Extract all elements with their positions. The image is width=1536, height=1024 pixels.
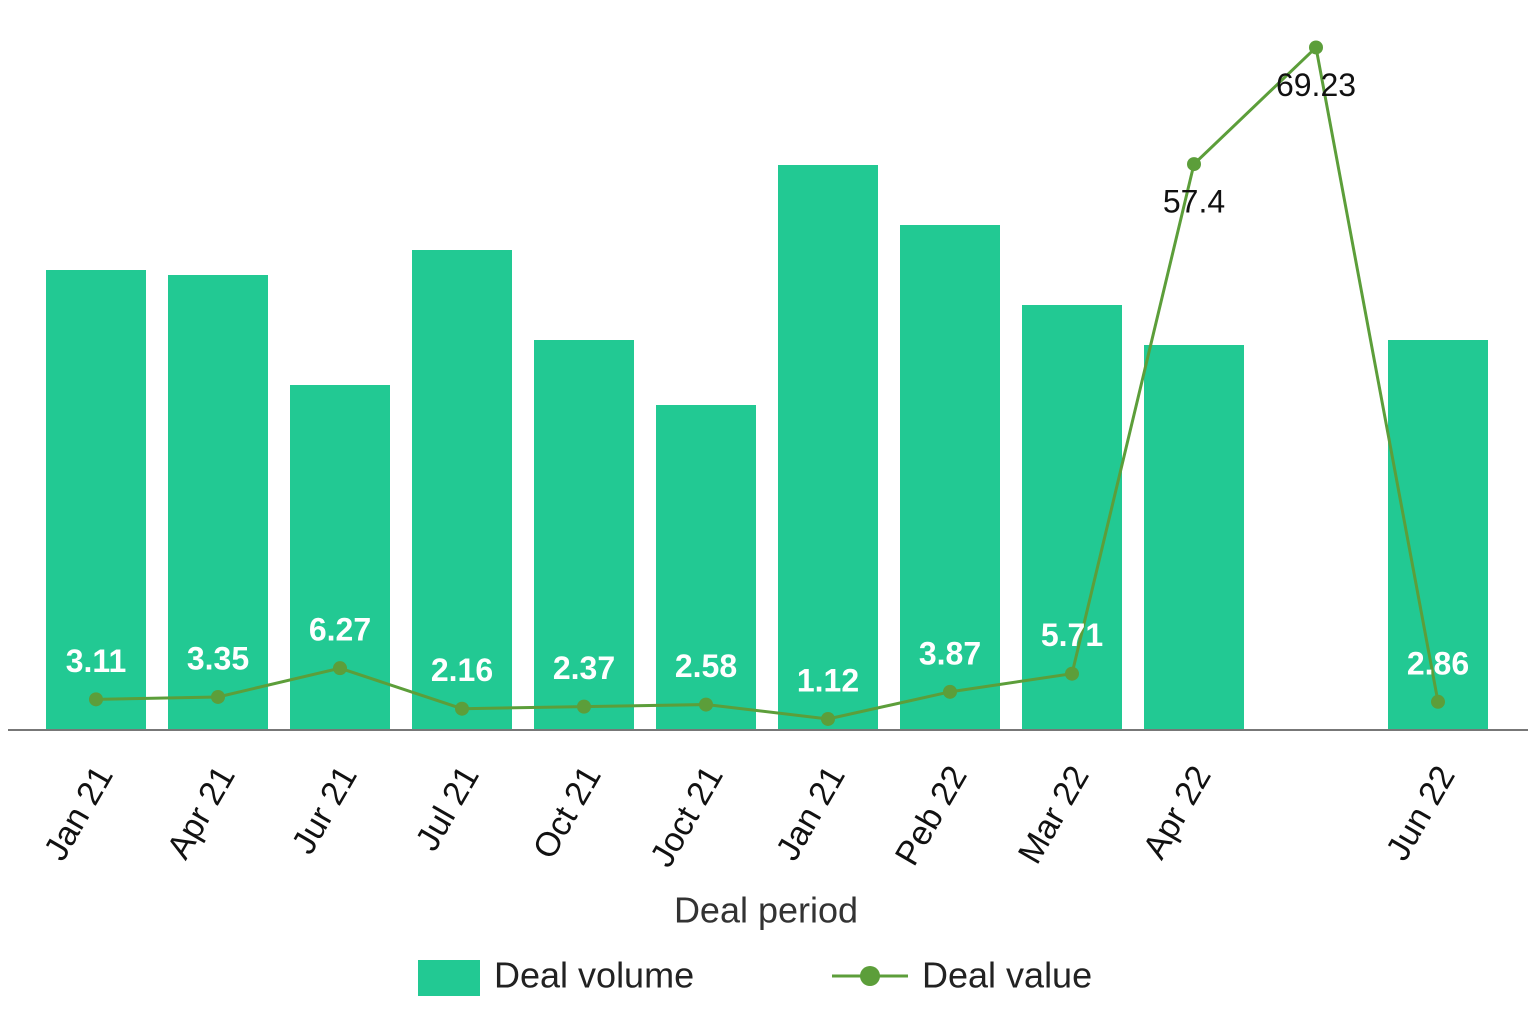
line-point — [1431, 694, 1445, 709]
bar — [656, 405, 756, 730]
x-tick-label: Jan 21 — [37, 759, 121, 866]
x-tick-label: Jan 21 — [769, 759, 853, 866]
bar — [1022, 305, 1122, 730]
line-point — [1065, 666, 1079, 681]
line-point — [577, 699, 591, 714]
line-point — [211, 689, 225, 704]
data-label: 2.37 — [553, 650, 615, 686]
x-tick-label: Joct 21 — [643, 759, 731, 873]
line-point — [89, 692, 103, 707]
x-tick-label: Mar 22 — [1011, 759, 1097, 870]
bar — [534, 340, 634, 730]
bar — [900, 225, 1000, 730]
x-tick-label: Jur 21 — [285, 759, 365, 860]
data-label: 6.27 — [309, 612, 371, 648]
legend-label: Deal value — [922, 955, 1092, 996]
x-tick-label: Peb 22 — [888, 759, 975, 871]
bar — [1388, 340, 1488, 730]
bar — [412, 250, 512, 730]
data-label: 57.4 — [1163, 184, 1225, 220]
data-label: 1.12 — [797, 662, 859, 698]
legend-swatch — [860, 966, 880, 986]
line-point — [1187, 157, 1201, 172]
x-tick-label: Jul 21 — [408, 759, 486, 857]
data-label: 3.35 — [187, 640, 249, 676]
line-point — [455, 701, 469, 716]
bar — [778, 165, 878, 730]
line-point — [943, 684, 957, 699]
line-point — [821, 711, 835, 726]
data-label: 2.16 — [431, 652, 493, 688]
bar — [46, 270, 146, 730]
x-axis-title: Deal period — [674, 890, 858, 931]
line-point — [333, 661, 347, 676]
x-tick-label: Jun 22 — [1379, 759, 1463, 866]
x-tick-label: Apr 22 — [1136, 759, 1219, 865]
legend-label: Deal volume — [494, 955, 694, 996]
data-label: 69.23 — [1276, 67, 1356, 103]
x-tick-label: Oct 21 — [526, 759, 609, 865]
data-label: 5.71 — [1041, 617, 1103, 653]
bar — [168, 275, 268, 730]
legend-swatch — [418, 960, 480, 996]
data-label: 3.11 — [66, 643, 127, 679]
line-point — [1309, 40, 1323, 55]
data-label: 3.87 — [919, 635, 981, 671]
line — [95, 44, 1440, 721]
x-tick-label: Apr 21 — [160, 759, 243, 865]
bar — [1144, 345, 1244, 730]
line-point — [699, 697, 713, 712]
data-label: 2.58 — [675, 648, 737, 684]
data-label: 2.86 — [1407, 645, 1469, 681]
